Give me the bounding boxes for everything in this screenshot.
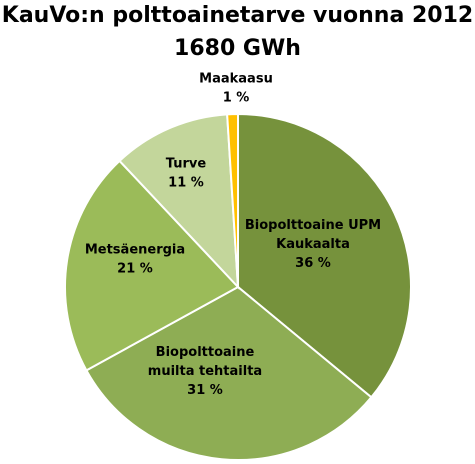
slice-name-label: Biopolttoaine UPM	[245, 218, 381, 233]
slice-value-label: 1 %	[223, 91, 250, 106]
pie-slice	[226, 112, 239, 288]
slice-name-label: muilta tehtailta	[148, 364, 262, 379]
slice-label: Metsäenergia 21 %	[85, 243, 185, 277]
slice-value-label: 11 %	[168, 176, 204, 191]
slice-name-label: Turve	[166, 157, 207, 172]
pie-slice	[118, 113, 240, 290]
slice-value-label: 36 %	[295, 256, 331, 271]
pie-slice	[237, 112, 412, 399]
pie-slice	[64, 159, 240, 372]
slice-value-label: 21 %	[117, 262, 153, 277]
slice-name-label: Maakaasu	[199, 72, 273, 87]
slice-label: Turve 11 %	[166, 157, 207, 191]
slice-name-label: Kaukaalta	[276, 237, 350, 252]
slice-label: Biopolttoaine muilta tehtailta 31 %	[148, 345, 262, 398]
slice-value-label: 31 %	[187, 383, 223, 398]
chart-title: KauVo:n polttoainetarve vuonna 2012	[1, 3, 474, 28]
slice-name-label: Metsäenergia	[85, 243, 185, 258]
slice-label: Biopolttoaine UPM Kaukaalta 36 %	[245, 218, 381, 271]
chart-subtitle: 1680 GWh	[174, 36, 301, 61]
pie-slice	[85, 285, 373, 461]
slice-label: Maakaasu 1 %	[199, 72, 273, 106]
slice-name-label: Biopolttoaine	[156, 345, 255, 360]
